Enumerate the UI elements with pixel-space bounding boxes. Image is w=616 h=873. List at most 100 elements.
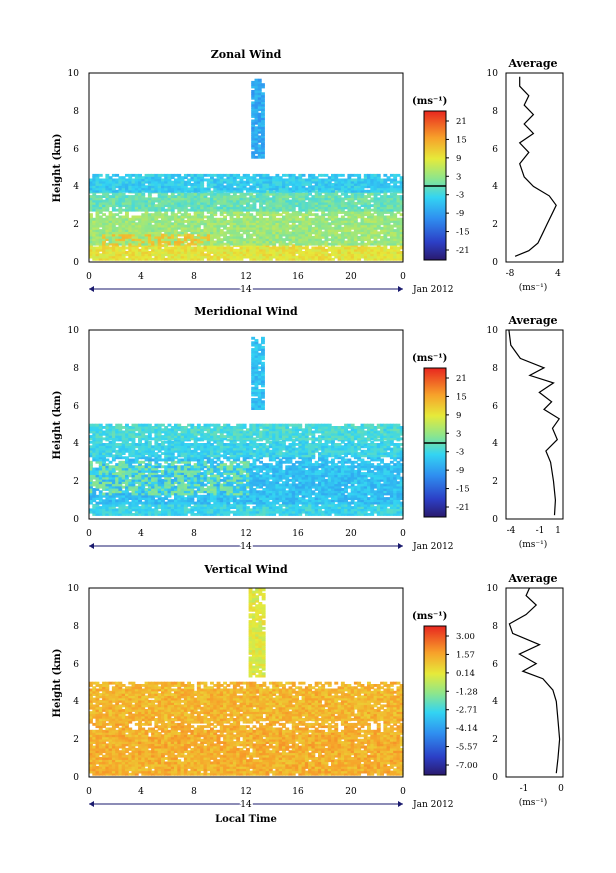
heatmap-cell [161, 465, 165, 469]
heatmap-cell [396, 246, 401, 250]
heatmap-cell [174, 224, 178, 228]
heatmap-cell [203, 456, 208, 460]
heatmap-cell [331, 215, 335, 219]
heatmap-cell [102, 206, 106, 210]
heatmap-cell [298, 224, 303, 228]
heatmap-cell [229, 510, 234, 514]
heatmap-cell [180, 483, 185, 487]
heatmap-cell [370, 257, 375, 261]
heatmap-cell [278, 231, 283, 235]
heatmap-cell [268, 176, 273, 180]
heatmap-cell [288, 503, 293, 507]
heatmap-cell [196, 220, 201, 223]
heatmap-cell [196, 211, 201, 214]
heatmap-cell [278, 240, 283, 244]
heatmap-cell [102, 456, 106, 460]
heatmap-cell [154, 248, 159, 252]
heatmap-cell [98, 481, 103, 485]
heatmap-cell [111, 248, 116, 252]
heatmap-cell [229, 189, 234, 193]
heatmap-cell [236, 506, 241, 509]
heatmap-cell [174, 253, 178, 257]
heatmap-cell [167, 231, 172, 235]
heatmap-cell [367, 226, 371, 230]
heatmap-cell [141, 485, 146, 489]
heatmap-cell [291, 246, 296, 250]
heatmap-cell [151, 242, 155, 246]
heatmap-cell [125, 240, 129, 244]
heatmap-cell [193, 472, 198, 475]
heatmap-cell [147, 456, 152, 460]
heatmap-cell [89, 465, 93, 469]
heatmap-cell [268, 240, 273, 244]
heatmap-cell [321, 204, 326, 208]
heatmap-cell [282, 255, 286, 259]
heatmap-cell [203, 206, 208, 210]
heatmap-cell [196, 465, 201, 469]
heatmap-cell [226, 229, 231, 232]
heatmap-cell [95, 183, 100, 186]
heatmap-cell [187, 199, 191, 203]
heatmap-cell [141, 472, 146, 475]
heatmap-cell [131, 481, 136, 485]
heatmap-cell [275, 183, 280, 186]
heatmap-cell [298, 217, 303, 221]
heatmap-cell [304, 513, 309, 516]
heatmap-cell [157, 240, 162, 244]
heatmap-cell [265, 506, 270, 509]
heatmap-cell [108, 178, 113, 182]
heatmap-cell [177, 251, 182, 254]
heatmap-cell [249, 235, 254, 239]
heatmap-cell [183, 497, 188, 500]
heatmap-cell [170, 233, 175, 237]
heatmap-cell [121, 501, 126, 505]
heatmap-cell [251, 90, 256, 93]
heatmap-cell [347, 183, 352, 186]
heatmap-cell [121, 199, 126, 203]
heatmap-cell [295, 251, 299, 254]
heatmap-cell [373, 231, 378, 235]
heatmap-cell [399, 510, 404, 514]
heatmap-cell [363, 195, 368, 198]
heatmap-cell [125, 173, 129, 177]
heatmap-cell [98, 242, 103, 246]
heatmap-cell [360, 251, 365, 254]
heatmap-cell [105, 503, 110, 507]
heatmap-cell [121, 492, 126, 496]
heatmap-cell [138, 222, 142, 226]
heatmap-cell [265, 199, 270, 203]
heatmap-cell [223, 204, 227, 208]
heatmap-cell [125, 467, 129, 471]
heatmap-cell [321, 206, 326, 210]
heatmap-cell [252, 183, 257, 186]
heatmap-cell [340, 217, 345, 221]
heatmap-cell [318, 183, 322, 186]
heatmap-cell [174, 467, 178, 471]
heatmap-cell [311, 185, 316, 189]
heatmap-cell [157, 220, 162, 223]
heatmap-cell [367, 211, 371, 214]
heatmap-cell [226, 503, 231, 507]
heatmap-cell [167, 501, 172, 505]
heatmap-cell [210, 178, 214, 182]
heatmap-cell [285, 235, 290, 239]
heatmap-cell [232, 178, 237, 182]
heatmap-cell [177, 233, 182, 237]
heatmap-cell [134, 215, 139, 219]
heatmap-cell [174, 465, 178, 469]
heatmap-cell [232, 192, 237, 196]
heatmap-cell [367, 224, 371, 228]
heatmap-cell [331, 233, 335, 237]
heatmap-cell [167, 506, 172, 509]
heatmap-cell [262, 217, 267, 221]
heatmap-cell [147, 501, 152, 505]
heatmap-cell [105, 499, 110, 503]
heatmap-cell [187, 456, 191, 460]
heatmap-cell [89, 242, 93, 246]
heatmap-cell [327, 189, 332, 193]
heatmap-cell [314, 185, 319, 189]
heatmap-cell [190, 229, 195, 232]
heatmap-cell [157, 456, 162, 460]
heatmap-cell [370, 506, 375, 509]
heatmap-cell [259, 235, 263, 239]
